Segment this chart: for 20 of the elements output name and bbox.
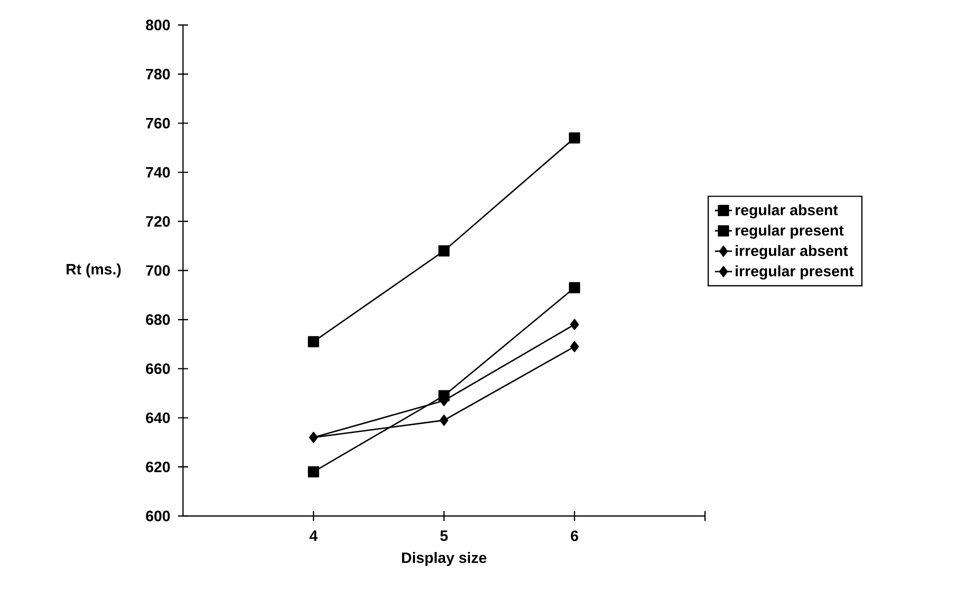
y-tick-label: 780 — [146, 68, 170, 80]
y-tick-label: 740 — [146, 166, 170, 178]
y-tick-label: 620 — [146, 462, 170, 472]
x-tick-label: 4 — [310, 530, 318, 541]
y-tick-label: 720 — [146, 216, 170, 227]
x-tick-label: 5 — [440, 530, 448, 541]
legend-label: regular absent — [736, 204, 838, 218]
y-tick-label: 700 — [146, 265, 170, 276]
legend-label: irregular present — [736, 265, 854, 280]
y-tick-label: 680 — [146, 314, 170, 325]
y-tick-label: 760 — [146, 118, 170, 129]
x-tick-label: 6 — [570, 530, 578, 542]
y-tick-label: 640 — [146, 412, 170, 424]
y-tick-label: 800 — [146, 20, 170, 30]
legend-label: regular present — [736, 224, 844, 239]
legend-label: irregular absent — [736, 245, 848, 260]
y-tick-label: 600 — [146, 510, 170, 522]
y-axis-title: Rt (ms.) — [66, 264, 121, 278]
y-tick-label: 660 — [146, 363, 170, 374]
x-axis-title: Display size — [402, 552, 486, 566]
